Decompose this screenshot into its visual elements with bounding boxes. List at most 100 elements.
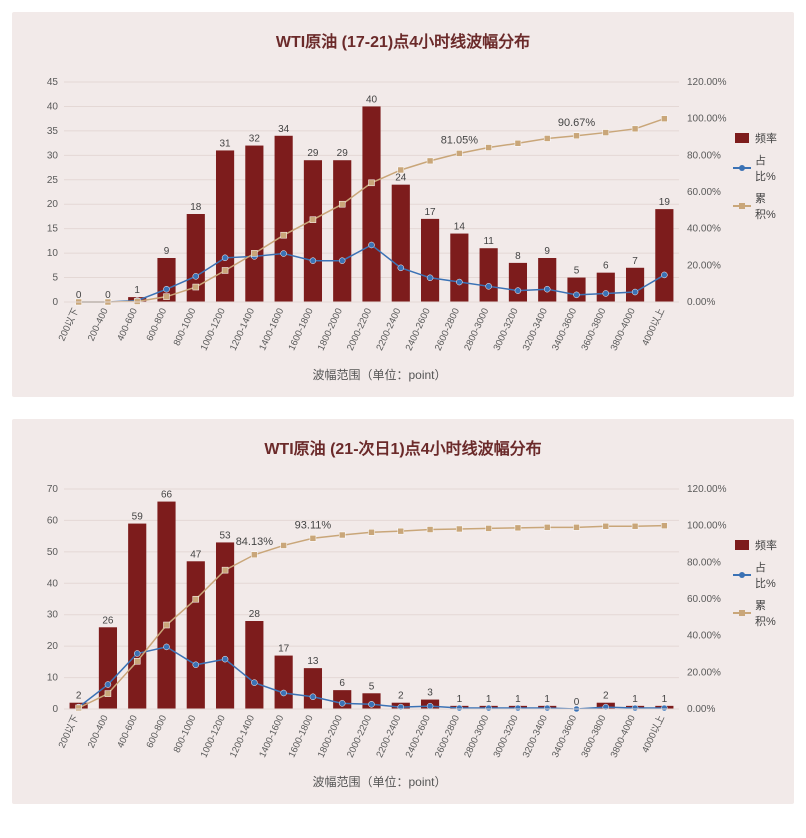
svg-text:600-800: 600-800 [145,307,170,343]
svg-text:80.00%: 80.00% [687,150,721,161]
svg-text:3400-3600: 3400-3600 [550,307,579,353]
svg-text:20: 20 [47,641,59,652]
svg-text:1200-1400: 1200-1400 [228,714,257,760]
legend-swatch [733,163,751,173]
svg-text:80.00%: 80.00% [687,557,721,568]
svg-text:66: 66 [161,490,173,501]
legend-label: 占比% [755,559,780,591]
svg-text:0: 0 [52,704,58,715]
chart2-wrap: 0102030405060700.00%20.00%40.00%60.00%80… [26,471,780,790]
chart1-title: WTI原油 (17-21)点4小时线波幅分布 [26,28,780,52]
svg-text:7: 7 [632,256,638,267]
svg-text:17: 17 [425,207,437,218]
svg-text:400-600: 400-600 [115,307,140,343]
legend-label: 占比% [755,152,780,184]
svg-text:3: 3 [427,688,433,699]
svg-text:20.00%: 20.00% [687,667,721,678]
svg-text:1: 1 [134,285,140,296]
svg-text:14: 14 [454,222,466,233]
legend-swatch [733,608,751,618]
svg-text:9: 9 [544,246,550,257]
chart1-xlabel: 波幅范围（单位：point） [26,366,733,383]
svg-text:400-600: 400-600 [115,714,140,750]
svg-text:1600-1800: 1600-1800 [286,307,315,353]
svg-text:3600-3800: 3600-3800 [579,714,608,760]
svg-text:18: 18 [190,202,202,213]
svg-text:1400-1600: 1400-1600 [257,714,286,760]
svg-text:9: 9 [164,246,170,257]
svg-text:5: 5 [369,681,375,692]
svg-text:29: 29 [337,148,349,159]
chart1-area: 0510152025303540450.00%20.00%40.00%60.00… [26,64,733,383]
svg-text:40: 40 [47,578,59,589]
chart1-wrap: 0510152025303540450.00%20.00%40.00%60.00… [26,64,780,383]
svg-text:2600-2800: 2600-2800 [433,714,462,760]
svg-text:30: 30 [47,150,59,161]
chart-panel-1: WTI原油 (17-21)点4小时线波幅分布 05101520253035404… [12,12,794,397]
svg-text:60.00%: 60.00% [687,594,721,605]
svg-text:100.00%: 100.00% [687,521,727,532]
svg-text:800-1000: 800-1000 [172,714,199,755]
svg-text:1800-2000: 1800-2000 [316,307,345,353]
svg-text:0.00%: 0.00% [687,704,715,715]
svg-text:120.00%: 120.00% [687,77,727,88]
svg-text:90.67%: 90.67% [558,117,596,129]
svg-text:30: 30 [47,610,59,621]
svg-text:32: 32 [249,134,261,145]
chart2-area: 0102030405060700.00%20.00%40.00%60.00%80… [26,471,733,790]
svg-text:200以下: 200以下 [57,307,82,343]
svg-text:20: 20 [47,199,59,210]
legend-label: 累积% [755,190,780,222]
svg-text:1: 1 [486,694,492,705]
chart-panel-2: WTI原油 (21-次日1)点4小时线波幅分布 0102030405060700… [12,419,794,804]
svg-text:8: 8 [515,251,521,262]
svg-text:2400-2600: 2400-2600 [404,714,433,760]
svg-text:35: 35 [47,126,59,137]
svg-text:47: 47 [190,549,202,560]
svg-text:3800-4000: 3800-4000 [609,714,638,760]
svg-text:3000-3200: 3000-3200 [491,307,520,353]
chart2-title: WTI原油 (21-次日1)点4小时线波幅分布 [26,435,780,459]
svg-text:40.00%: 40.00% [687,631,721,642]
svg-text:70: 70 [47,484,59,495]
svg-text:1: 1 [544,694,550,705]
svg-text:40.00%: 40.00% [687,224,721,235]
svg-text:31: 31 [220,138,232,149]
svg-text:2200-2400: 2200-2400 [374,714,403,760]
svg-text:2800-3000: 2800-3000 [462,307,491,353]
svg-text:26: 26 [102,615,114,626]
svg-text:2: 2 [603,691,609,702]
svg-text:2: 2 [76,691,82,702]
svg-text:6: 6 [339,678,345,689]
svg-text:5: 5 [52,273,58,284]
svg-text:10: 10 [47,248,59,259]
svg-text:24: 24 [395,173,407,184]
svg-text:3200-3400: 3200-3400 [521,307,550,353]
svg-text:19: 19 [659,197,671,208]
legend-item: 频率 [733,537,780,553]
svg-text:2600-2800: 2600-2800 [433,307,462,353]
svg-text:1: 1 [457,694,463,705]
svg-text:84.13%: 84.13% [236,536,274,548]
svg-text:11: 11 [483,236,494,247]
svg-text:40: 40 [366,94,378,105]
svg-text:34: 34 [278,124,290,135]
svg-text:93.11%: 93.11% [295,519,332,531]
svg-text:81.05%: 81.05% [441,134,479,146]
svg-text:13: 13 [307,656,319,667]
svg-text:100.00%: 100.00% [687,114,727,125]
svg-text:2400-2600: 2400-2600 [404,307,433,353]
legend-swatch [733,133,751,143]
svg-text:1400-1600: 1400-1600 [257,307,286,353]
legend-item: 占比% [733,559,780,591]
svg-text:4000以上: 4000以上 [640,713,667,754]
svg-text:10: 10 [47,673,59,684]
svg-text:2: 2 [398,691,404,702]
svg-text:2000-2200: 2000-2200 [345,714,374,760]
svg-text:4000以上: 4000以上 [640,306,667,347]
chart2-svg: 0102030405060700.00%20.00%40.00%60.00%80… [26,471,733,769]
svg-text:1800-2000: 1800-2000 [316,714,345,760]
svg-text:2200-2400: 2200-2400 [374,307,403,353]
svg-text:1200-1400: 1200-1400 [228,307,257,353]
svg-text:15: 15 [47,224,59,235]
